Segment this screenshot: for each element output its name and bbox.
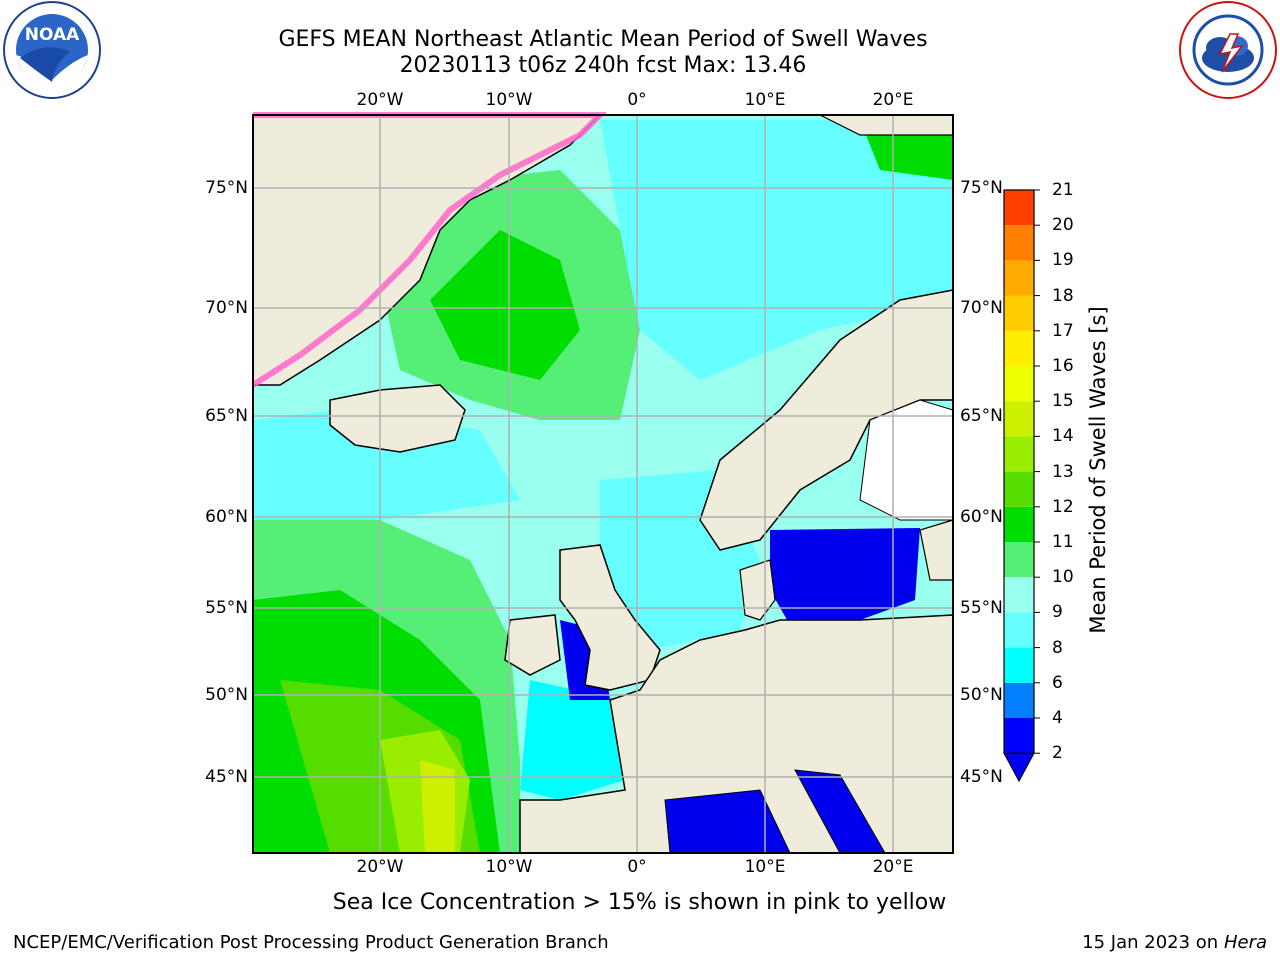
ireland-land: [504, 614, 561, 676]
colorbar-segment: [1004, 506, 1034, 542]
sea-ice-caption: Sea Ice Concentration > 15% is shown in …: [332, 890, 947, 915]
lat-label-right: 70°N: [960, 298, 1003, 318]
colorbar-tick-label: 8: [1052, 637, 1063, 658]
colorbar-segment: [1004, 682, 1034, 718]
colorbar-segment: [1004, 295, 1034, 331]
lon-label-top: 0°: [627, 90, 647, 110]
colorbar-label: Mean Period of Swell Waves [s]: [1086, 306, 1110, 634]
colorbar-tick-label: 10: [1052, 567, 1074, 588]
swell-zone-norwegian-core: [430, 230, 580, 380]
lon-label-bottom: 20°E: [872, 857, 914, 877]
sea-ice-edge: [251, 112, 608, 388]
lon-label-bottom: 0°: [627, 857, 647, 877]
colorbar-segment: [1004, 401, 1034, 437]
lon-label-top: 20°W: [356, 90, 404, 110]
lat-label-left: 65°N: [205, 406, 248, 426]
colorbar-tick-label: 11: [1052, 532, 1074, 552]
swell-zone-barents: [600, 120, 953, 380]
colorbar-tick-label: 15: [1052, 391, 1074, 412]
lon-label-bottom: 10°W: [485, 857, 533, 877]
lat-label-left: 50°N: [205, 685, 248, 705]
colorbar-segment: [1004, 366, 1034, 402]
colorbar-tick-label: 14: [1052, 426, 1074, 447]
colorbar-tick-label: 9: [1052, 602, 1063, 623]
lat-label-right: 50°N: [960, 685, 1003, 705]
great-britain-land: [559, 544, 661, 691]
lat-label-left: 70°N: [205, 298, 248, 318]
chart-subtitle: 20230113 t06z 240h fcst Max: 13.46: [399, 53, 807, 78]
lat-label-left: 55°N: [205, 598, 248, 618]
colorbar-tick-label: 13: [1052, 461, 1074, 482]
colorbar-under-arrow: [1003, 752, 1035, 783]
colorbar-segment: [1004, 542, 1034, 578]
colorbar-tick-label: 12: [1052, 496, 1074, 517]
lat-label-left: 75°N: [205, 178, 248, 198]
noaa-logo-icon: NOAA: [3, 1, 101, 99]
colorbar-segment: [1004, 330, 1034, 366]
colorbar-segment: [1004, 577, 1034, 613]
lon-label-top: 10°E: [744, 90, 786, 110]
lat-label-right: 55°N: [960, 598, 1003, 618]
lat-label-right: 60°N: [960, 507, 1003, 527]
colorbar-segment: [1004, 436, 1034, 472]
lon-label-bottom: 10°E: [744, 857, 786, 877]
footer-credit: NCEP/EMC/Verification Post Processing Pr…: [13, 932, 609, 953]
lon-label-bottom: 20°W: [356, 857, 404, 877]
colorbar-tick-label: 19: [1052, 250, 1074, 271]
colorbar-tick-label: 18: [1052, 285, 1074, 306]
nws-logo-icon: [1179, 1, 1277, 99]
swell-zone-biscay: [520, 680, 625, 800]
colorbar-tick-label: 16: [1052, 356, 1074, 376]
lat-label-left: 60°N: [205, 507, 248, 527]
colorbar-segment: [1004, 225, 1034, 261]
swell-zone-baltic: [770, 528, 920, 625]
bothnia-ice: [859, 399, 954, 521]
noaa-logo-text: NOAA: [25, 25, 80, 45]
colorbar-tick-label: 2: [1052, 743, 1063, 764]
colorbar-segment: [1004, 718, 1034, 754]
lat-label-right: 75°N: [960, 178, 1003, 198]
colorbar-tick-label: 20: [1052, 215, 1074, 236]
colorbar-segment: [1004, 647, 1034, 683]
map-frame: [252, 114, 954, 854]
iceland-land: [329, 384, 466, 453]
colorbar-segment: [1004, 471, 1034, 507]
colorbar-tick-label: 4: [1052, 708, 1063, 728]
chart-title: GEFS MEAN Northeast Atlantic Mean Period…: [278, 27, 928, 52]
colorbar-tick-label: 21: [1052, 180, 1074, 200]
lon-label-top: 10°W: [485, 90, 533, 110]
colorbar-tick-label: 6: [1052, 672, 1063, 693]
lat-label-right: 65°N: [960, 406, 1003, 426]
swell-zone-13-14: [420, 760, 455, 853]
lat-label-right: 45°N: [960, 767, 1003, 787]
colorbar-segment: [1004, 260, 1034, 296]
colorbar-tick-label: 17: [1052, 320, 1074, 341]
lon-label-top: 20°E: [872, 90, 914, 110]
footer-date-text: 15 Jan 2023 on: [1082, 932, 1219, 953]
footer-host: Hera: [1223, 932, 1267, 953]
colorbar-segment: [1004, 612, 1034, 648]
colorbar-segment: [1004, 190, 1034, 226]
lat-label-left: 45°N: [205, 767, 248, 787]
footer-date: 15 Jan 2023 on Hera: [1082, 932, 1267, 953]
